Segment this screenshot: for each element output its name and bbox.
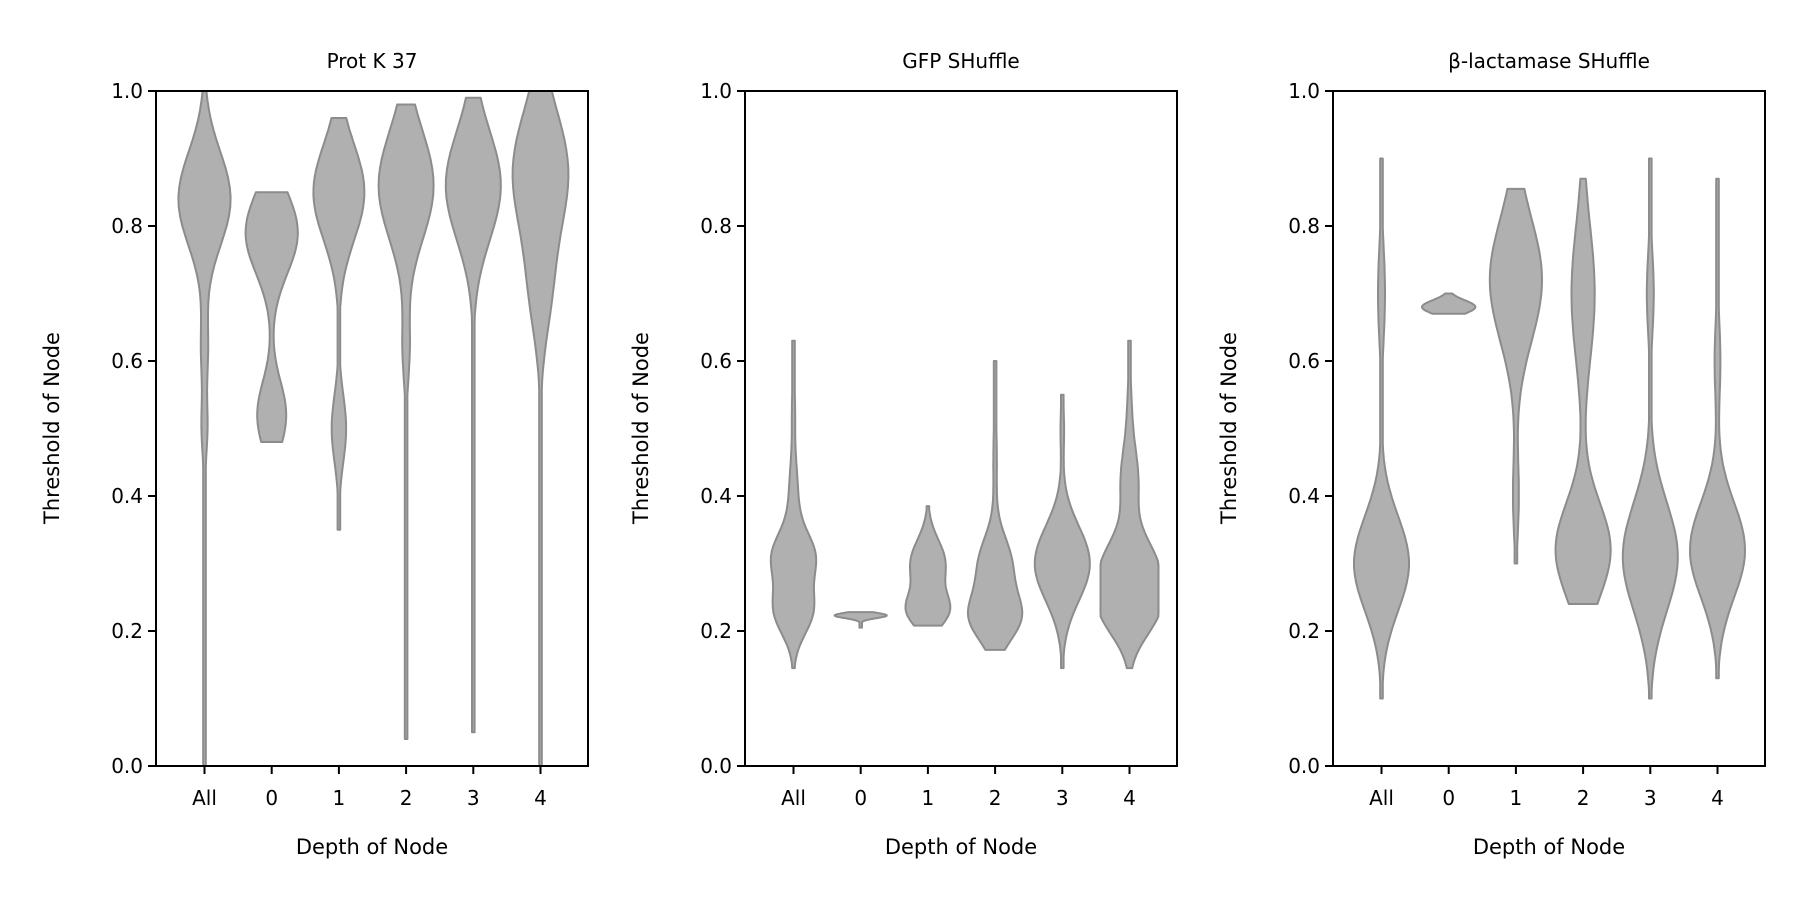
violin-0 [244,191,299,443]
y-tick-label: 0.8 [1288,214,1320,238]
x-axis-label: Depth of Node [885,835,1037,859]
violin-all [769,339,818,670]
y-axis-ticks: 0.0 0.2 0.4 0.6 0.8 1.0 [1288,79,1333,778]
violin-3 [444,96,502,734]
y-tick-label: 0.6 [111,349,143,373]
x-tick-label: 2 [1577,786,1590,810]
violin-group [1353,157,1746,700]
violin-1 [904,505,952,627]
panel-title: GFP SHuffle [902,49,1019,73]
y-tick-label: 0.0 [1288,754,1320,778]
x-axis-ticks: All 0 1 2 3 4 [781,766,1136,810]
violin-group [177,90,570,767]
x-tick-label: 3 [1644,786,1657,810]
y-axis-ticks: 0.0 0.2 0.4 0.6 0.8 1.0 [111,79,156,778]
violin-1 [312,117,366,531]
x-tick-label: 4 [1123,786,1136,810]
y-tick-label: 0.4 [1288,484,1320,508]
violin-2 [377,103,435,740]
violin-4 [1689,177,1746,680]
panel-gfp-shuffle: GFP SHuffle 0.00.20.40.60.81.0 All 0 1 2 3 4 … [629,49,1178,859]
y-tick-label: 0.2 [1288,619,1320,643]
y-axis-ticks: 0.0 0.2 0.4 0.6 0.8 1.0 [700,79,745,778]
x-tick-label: 4 [534,786,547,810]
y-tick-label: 0.8 [700,214,732,238]
y-tick-label: 0.4 [700,484,732,508]
x-tick-label: 0 [1442,786,1455,810]
x-tick-label: 1 [1510,786,1523,810]
y-tick-label: 0.0 [700,754,732,778]
y-tick-label: 0.8 [111,214,143,238]
x-tick-label: All [192,786,217,810]
x-tick-label: 0 [854,786,867,810]
violin-0 [833,611,888,629]
y-tick-label: 1.0 [1288,79,1320,103]
y-tick-label: 0.0 [111,754,143,778]
x-axis-label: Depth of Node [1473,835,1625,859]
violin-1 [1488,187,1543,565]
violin-3 [1621,157,1679,700]
violin-0 [1421,292,1477,315]
violin-2 [1554,177,1612,605]
axes-frame [1332,90,1766,767]
axes-frame [155,90,589,767]
y-tick-label: 0.2 [111,619,143,643]
violin-4 [1099,339,1160,670]
x-tick-label: 2 [400,786,413,810]
x-axis-ticks: All 0 1 2 3 4 [1369,766,1724,810]
violin-all [1353,157,1410,700]
x-axis-label: Depth of Node [296,835,448,859]
y-tick-label: 0.4 [111,484,143,508]
panel-title: β-lactamase SHuffle [1448,49,1650,73]
x-axis-ticks: All 0 1 2 3 4 [192,766,547,810]
x-tick-label: 4 [1711,786,1724,810]
violin-group [769,339,1160,670]
y-tick-label: 0.6 [700,349,732,373]
x-tick-label: 3 [467,786,480,810]
axes-frame [744,90,1178,767]
violin-2 [966,360,1024,651]
violin-3 [1033,393,1091,670]
x-tick-label: 2 [989,786,1002,810]
y-axis-label: Threshold of Node [1217,332,1241,525]
x-tick-label: 1 [922,786,935,810]
x-tick-label: 3 [1056,786,1069,810]
y-tick-label: 1.0 [700,79,732,103]
y-axis-label: Threshold of Node [40,332,64,525]
x-tick-label: 0 [265,786,278,810]
panel-prot-k-37: Prot K 37 0.0 0.2 0.4 0.6 0.8 1.0 All 0 1 2 3 4 De… [40,49,589,859]
y-tick-label: 1.0 [111,79,143,103]
y-tick-label: 0.2 [700,619,732,643]
y-axis-label: Threshold of Node [629,332,653,525]
x-tick-label: All [781,786,806,810]
x-tick-label: All [1369,786,1394,810]
panel-title: Prot K 37 [327,49,418,73]
x-tick-label: 1 [333,786,346,810]
y-tick-label: 0.6 [1288,349,1320,373]
panel-beta-lactamase-shuffle: β-lactamase SHuffle 0.0 0.2 0.4 0.6 0.8 1.0 A… [1217,49,1766,859]
